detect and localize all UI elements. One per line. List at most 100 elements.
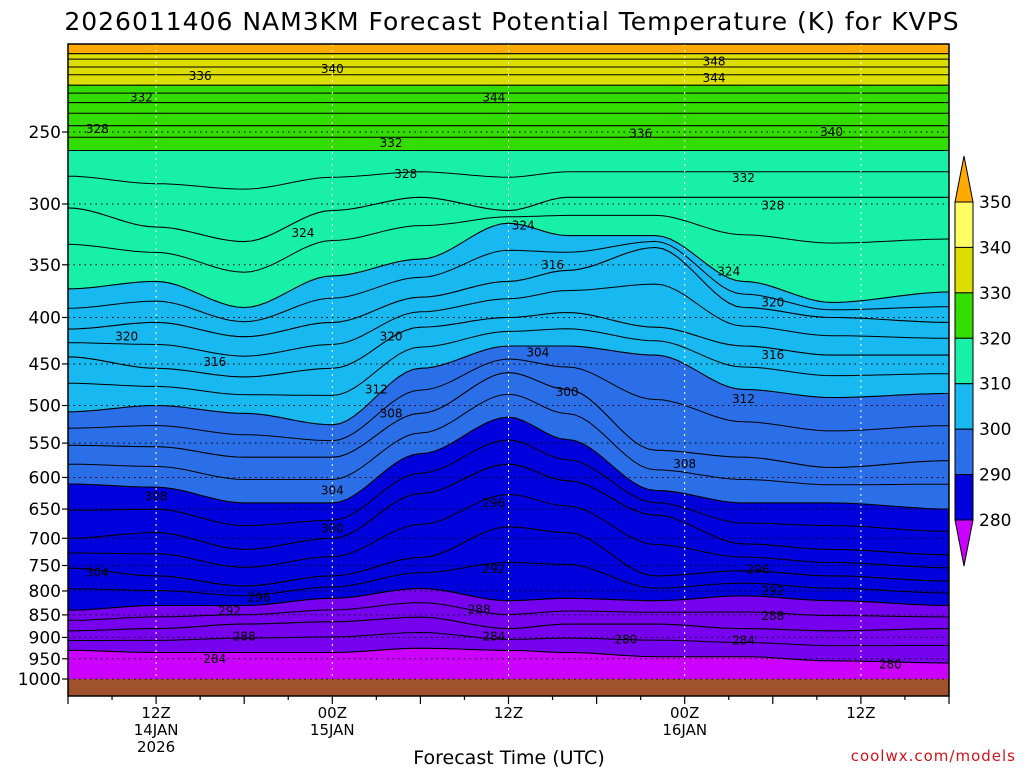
colorbar-extend-top — [954, 155, 974, 203]
isentrope-lines — [68, 53, 949, 664]
colorbar-segment-330 — [954, 292, 974, 339]
y-tick-label-800: 800 — [29, 582, 61, 602]
isentrope-288 — [68, 587, 949, 611]
contour-label-344: 344 — [703, 71, 726, 85]
band-320 — [68, 197, 949, 308]
colorbar-label-280: 280 — [979, 511, 1011, 531]
site-credit: coolwx.com/models — [851, 747, 1016, 765]
x-tick-label-42-1: 16JAN — [662, 721, 707, 739]
band-300 — [68, 372, 949, 509]
isentrope-322 — [68, 214, 949, 273]
isentrope-298 — [68, 439, 949, 532]
contour-label-296: 296 — [747, 563, 770, 577]
y-tick-label-950: 950 — [29, 650, 61, 670]
ground-fill — [68, 679, 949, 696]
contour-label-336: 336 — [189, 69, 212, 83]
contour-label-308: 308 — [145, 490, 168, 504]
x-tick-label-6-1: 14JAN — [134, 721, 179, 739]
contour-label-320: 320 — [380, 330, 403, 344]
isentrope-320 — [68, 222, 949, 309]
contour-label-284: 284 — [203, 652, 226, 666]
y-tick-label-900: 900 — [29, 628, 61, 648]
colorbar-segment-300 — [954, 428, 974, 476]
x-tick-label-18-0: 00Z — [318, 704, 347, 722]
contour-label-340: 340 — [321, 62, 344, 76]
contour-label-324: 324 — [717, 265, 740, 279]
contour-label-332: 332 — [732, 171, 755, 185]
contour-label-292: 292 — [218, 604, 241, 618]
colorbar-label-300: 300 — [979, 420, 1011, 440]
contour-label-296: 296 — [482, 496, 505, 510]
y-tick-label-250: 250 — [29, 123, 61, 143]
contour-label-332: 332 — [380, 136, 403, 150]
chart-title: 2026011406 NAM3KM Forecast Potential Tem… — [64, 7, 959, 36]
band-340 — [68, 67, 949, 86]
isentrope-290 — [68, 562, 949, 597]
band-304 — [68, 346, 949, 468]
contour-label-312: 312 — [365, 382, 388, 396]
contour-label-348: 348 — [703, 54, 726, 68]
contour-labels: 340 336 332 328 344 348 344 336 340 332 328 332 328 3… — [86, 54, 902, 671]
contour-label-304: 304 — [526, 345, 549, 359]
y-tick-label-1000: 1000 — [18, 670, 61, 690]
contour-label-308: 308 — [380, 406, 403, 420]
y-tick-label-700: 700 — [29, 529, 61, 549]
colorbar: 350 340 330 320 310 300 290 280 — [954, 155, 1011, 567]
contour-label-328: 328 — [761, 198, 784, 212]
y-tick-label-550: 550 — [29, 434, 61, 454]
y-tick-label-400: 400 — [29, 308, 61, 328]
contour-label-336: 336 — [629, 127, 652, 141]
contour-label-292: 292 — [761, 584, 784, 598]
band-296 — [68, 417, 949, 555]
colorbar-segment-320 — [954, 337, 974, 385]
contour-label-280: 280 — [879, 658, 902, 672]
band-344 — [68, 53, 949, 67]
contour-label-316: 316 — [203, 355, 226, 369]
contour-label-340: 340 — [820, 125, 843, 139]
colorbar-label-350: 350 — [979, 193, 1011, 213]
y-tick-label-300: 300 — [29, 195, 61, 215]
contour-label-280: 280 — [615, 633, 638, 647]
isentrope-304 — [68, 372, 949, 469]
colorbar-label-310: 310 — [979, 375, 1011, 395]
colorbar-segment-290 — [954, 474, 974, 521]
colorbar-label-340: 340 — [979, 238, 1011, 258]
contour-label-312: 312 — [732, 392, 755, 406]
colorbar-segment-310 — [954, 383, 974, 430]
colorbar-label-330: 330 — [979, 284, 1011, 304]
x-tick-label-18-1: 15JAN — [310, 721, 355, 739]
y-tick-label-850: 850 — [29, 606, 61, 626]
contour-label-316: 316 — [761, 348, 784, 362]
isentrope-284 — [68, 616, 949, 632]
ground-strip — [68, 679, 949, 696]
contour-label-292: 292 — [482, 562, 505, 576]
contour-label-320: 320 — [115, 330, 138, 344]
isentrope-324 — [68, 196, 949, 243]
contour-label-304: 304 — [321, 483, 344, 497]
colorbar-label-290: 290 — [979, 466, 1011, 486]
contour-label-328: 328 — [86, 122, 109, 136]
grid — [68, 44, 949, 680]
x-tick-label-30-0: 12Z — [494, 704, 523, 722]
contour-label-304: 304 — [86, 565, 109, 579]
contour-label-316: 316 — [541, 258, 564, 272]
y-tick-label-600: 600 — [29, 468, 61, 488]
isentrope-310 — [68, 328, 949, 396]
contour-label-288: 288 — [761, 609, 784, 623]
contour-label-288: 288 — [468, 602, 491, 616]
colorbar-segment-350 — [954, 201, 974, 248]
x-tick-label-42-0: 00Z — [670, 704, 699, 722]
contour-label-344: 344 — [482, 90, 505, 104]
contour-label-308: 308 — [673, 457, 696, 471]
contour-label-328: 328 — [394, 167, 417, 181]
band-308 — [68, 312, 949, 425]
colorbar-extend-bottom — [954, 519, 974, 567]
contour-label-324: 324 — [512, 219, 535, 233]
contour-label-296: 296 — [247, 590, 270, 604]
y-tick-label-350: 350 — [29, 256, 61, 276]
contour-label-288: 288 — [233, 630, 256, 644]
contour-label-300: 300 — [556, 385, 579, 399]
x-axis-title: Forecast Time (UTC) — [413, 747, 604, 768]
